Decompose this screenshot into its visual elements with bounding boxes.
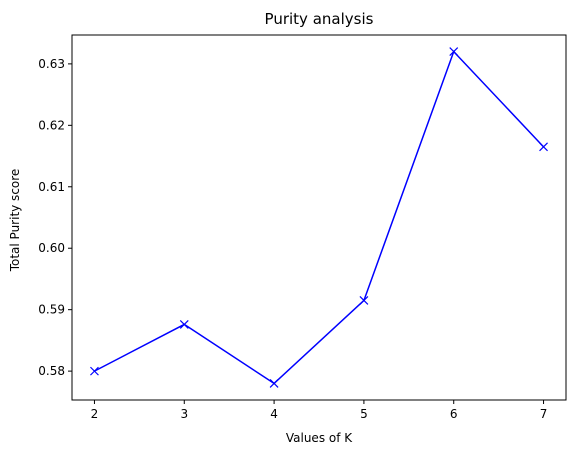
data-point-marker — [179, 319, 189, 329]
x-tick-label: 6 — [450, 407, 458, 421]
data-point-marker — [539, 142, 548, 152]
data-point-marker — [359, 296, 369, 305]
data-point-marker — [269, 378, 279, 388]
chart-title: Purity analysis — [265, 10, 374, 28]
x-tick-label: 3 — [180, 407, 188, 421]
series-layer — [90, 47, 548, 388]
data-point-marker — [90, 366, 99, 376]
y-tick-label: 0.60 — [38, 241, 65, 255]
x-tick-label: 2 — [91, 407, 99, 421]
y-tick-label: 0.59 — [38, 303, 65, 317]
x-tick-label: 4 — [270, 407, 278, 421]
x-tick-label: 7 — [540, 407, 548, 421]
x-tick-label: 5 — [360, 407, 368, 421]
series-line — [94, 50, 545, 385]
y-axis-label: Total Purity score — [8, 169, 22, 273]
y-tick-label: 0.58 — [38, 364, 65, 378]
data-point-marker — [449, 47, 459, 57]
plot-area: 0.58 0.59 0.60 0.61 0.62 0.63 2 3 4 5 6 7 — [38, 34, 567, 421]
x-axis-label: Values of K — [286, 431, 353, 445]
y-tick-label: 0.61 — [38, 180, 65, 194]
y-tick-label: 0.63 — [38, 57, 65, 71]
plot-frame — [71, 34, 567, 401]
y-axis-ticks: 0.58 0.59 0.60 0.61 0.62 0.63 — [38, 57, 72, 378]
y-tick-label: 0.62 — [38, 118, 65, 132]
x-axis-ticks: 2 3 4 5 6 7 — [91, 400, 548, 421]
